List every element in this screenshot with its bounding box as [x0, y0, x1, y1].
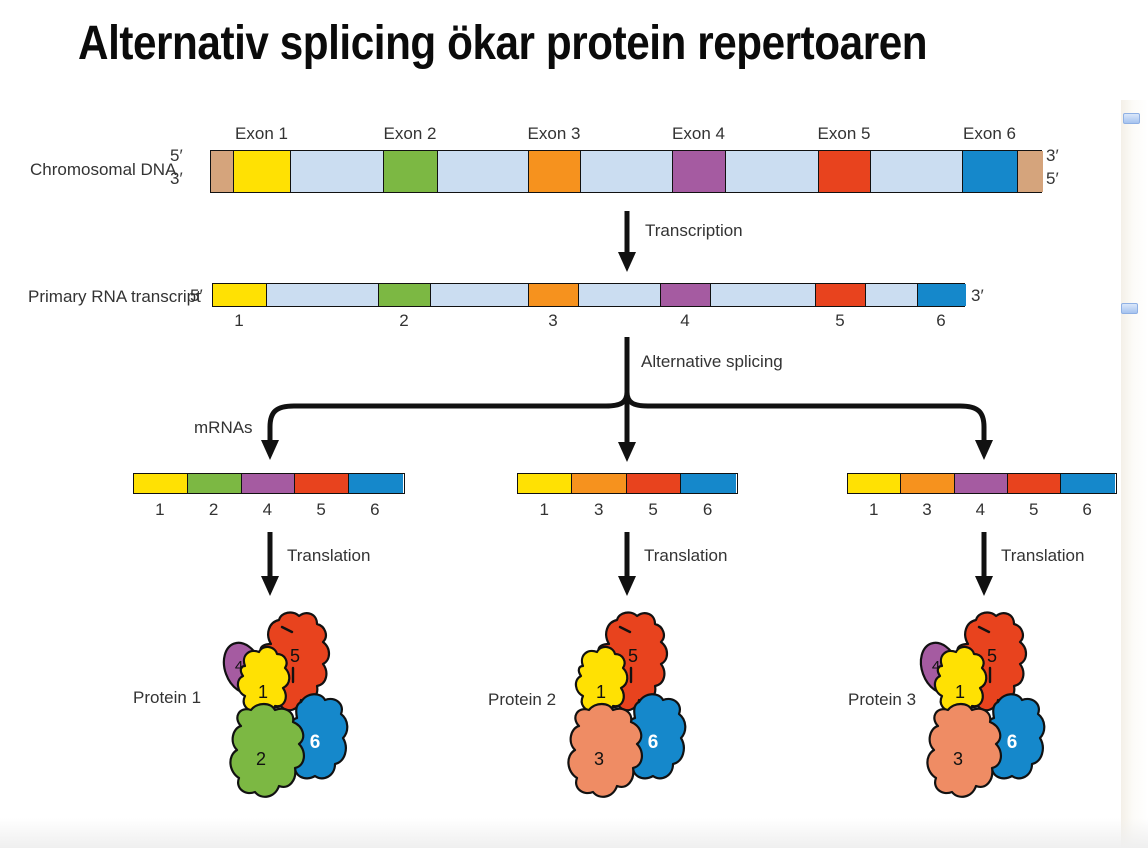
- transcription-label: Transcription: [645, 221, 743, 240]
- chromosomal-dna-label: Chromosomal DNA: [30, 160, 177, 179]
- dna-right-5prime-label: 5′: [1046, 169, 1059, 188]
- dna-exon-labels: Exon 1 Exon 2 Exon 3 Exon 4 Exon 5 Exon 6: [0, 124, 1148, 144]
- protein-1-label: Protein 1: [133, 688, 202, 707]
- rna-segment-exon-4: [661, 284, 711, 306]
- rna-5prime-label: 5′: [190, 286, 203, 305]
- dna-segment-exon-1: [234, 151, 291, 192]
- dna-bar: [210, 150, 1043, 193]
- rna-exon-numbers: 1 2 3 4 5 6: [0, 311, 1148, 331]
- dna-segment-exon-2: [384, 151, 438, 192]
- scroll-thumb-top[interactable]: [1123, 113, 1140, 124]
- rna-segment-intron: [431, 284, 529, 306]
- rna-segment-exon-3: [529, 284, 579, 306]
- exon-label-5: Exon 5: [817, 124, 871, 143]
- translation-arrow-head-3: [975, 576, 993, 596]
- dna-segment-exon-4: [673, 151, 726, 192]
- translation-arrow-head-2: [618, 576, 636, 596]
- rna-segment-intron: [267, 284, 379, 306]
- exon-label-4: Exon 4: [672, 124, 725, 143]
- rna-segment-intron: [866, 284, 918, 306]
- translation-arrow-head-1: [261, 576, 279, 596]
- dna-segment-intron: [726, 151, 819, 192]
- dna-segment-exon-3: [529, 151, 581, 192]
- rna-segment-exon-5: [816, 284, 866, 306]
- translation-label-1: Translation: [287, 546, 371, 565]
- translation-label-3: Translation: [1001, 546, 1085, 565]
- dna-segment-intron: [291, 151, 384, 192]
- alternative-splicing-right-branch: [624, 391, 987, 442]
- alternative-splicing-left-branch: [267, 391, 630, 442]
- transcription-arrow-head: [618, 252, 636, 272]
- rna-segment-exon-6: [918, 284, 966, 306]
- bottom-gradient: [0, 818, 1148, 848]
- dna-left-3prime-label: 3′: [170, 169, 183, 188]
- dna-segment-intron: [581, 151, 673, 192]
- rna-segment-intron: [711, 284, 816, 306]
- dna-segment-intron: [438, 151, 529, 192]
- mrnas-label: mRNAs: [194, 418, 253, 437]
- rna-exon-number-6: 6: [936, 311, 946, 330]
- alternative-splicing-label: Alternative splicing: [641, 352, 783, 371]
- rna-3prime-label: 3′: [971, 286, 984, 305]
- rna-exon-number-5: 5: [835, 311, 845, 330]
- alt-splicing-right-arrow-head: [975, 440, 993, 460]
- rna-exon-number-2: 2: [399, 311, 409, 330]
- right-gutter: [1121, 100, 1148, 848]
- dna-segment-intron: [871, 151, 963, 192]
- alt-splicing-left-arrow-head: [261, 440, 279, 460]
- rna-exon-number-3: 3: [548, 311, 558, 330]
- primary-rna-label: Primary RNA transcript: [28, 287, 201, 306]
- dna-segment-cap: [211, 151, 234, 192]
- rna-bar: [212, 283, 966, 307]
- rna-exon-number-1: 1: [234, 311, 244, 330]
- exon-label-1: Exon 1: [235, 124, 288, 143]
- exon-label-6: Exon 6: [963, 124, 1016, 143]
- dna-segment-exon-6: [963, 151, 1018, 192]
- exon-label-2: Exon 2: [383, 124, 437, 143]
- exon-label-3: Exon 3: [527, 124, 581, 143]
- dna-right-3prime-label: 3′: [1046, 146, 1059, 165]
- scroll-thumb-middle[interactable]: [1121, 303, 1138, 314]
- rna-segment-exon-2: [379, 284, 431, 306]
- rna-segment-intron: [579, 284, 661, 306]
- rna-exon-number-4: 4: [680, 311, 690, 330]
- rna-segment-exon-1: [213, 284, 267, 306]
- dna-segment-exon-5: [819, 151, 871, 192]
- protein-3-label: Protein 3: [848, 690, 917, 709]
- slide-title: Alternativ splicing ökar protein reperto…: [78, 17, 928, 70]
- translation-label-2: Translation: [644, 546, 728, 565]
- protein-2-label: Protein 2: [488, 690, 557, 709]
- dna-left-5prime-label: 5′: [170, 146, 183, 165]
- dna-segment-cap: [1018, 151, 1043, 192]
- alt-splicing-center-arrow-head: [618, 442, 636, 462]
